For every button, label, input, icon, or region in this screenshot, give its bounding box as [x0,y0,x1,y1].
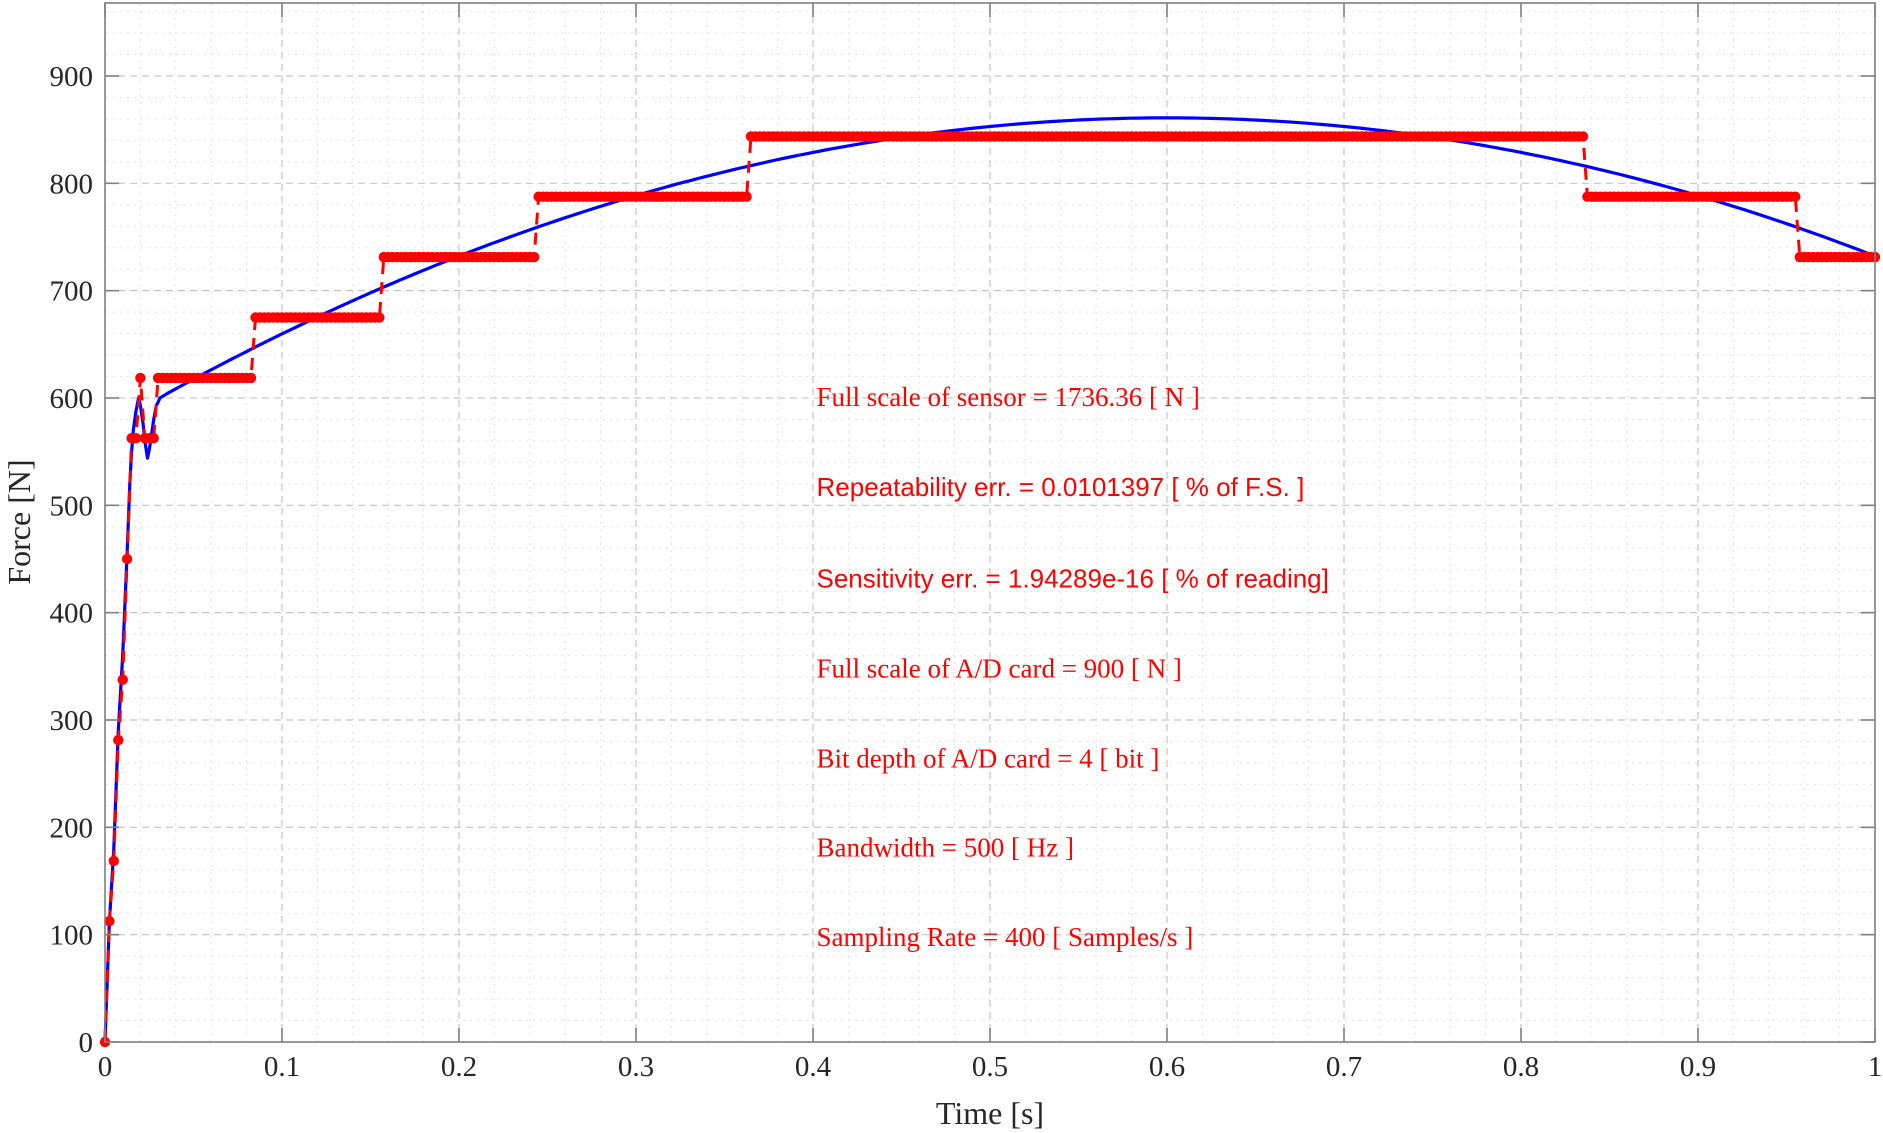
annotation-line-5: Bit depth of A/D card = 4 [ bit ] [817,744,1160,774]
sample-dot [108,855,120,867]
major-grid [106,4,1874,1041]
tick-marks [104,3,1876,1043]
y-tick-label: 700 [50,276,94,308]
annotation-line-6: Bandwidth = 500 [ Hz ] [817,833,1074,863]
annotation-line-2: Repeatability err. = 0.0101397 [ % of F.… [817,472,1305,502]
x-axis-label: Time [s] [936,1095,1044,1131]
sample-dot [104,916,115,927]
annotation-line-4: Full scale of A/D card = 900 [ N ] [817,654,1182,684]
annotation-line-3: Sensitivity err. = 1.94289e-16 [ % of re… [817,563,1329,593]
sample-dot [135,372,146,384]
x-tick-label: 0 [98,1051,113,1083]
y-tick-label: 800 [50,168,94,200]
tick-labels: 0 0.1 0.2 0.3 0.4 0.5 0.6 0.7 0.8 0.9 1 0 100 200 300 4… [50,61,1883,1083]
y-axis-label: Force [N] [1,459,37,584]
y-tick-label: 400 [50,598,94,630]
sample-dot [117,674,128,685]
sample-dot [529,251,540,263]
analog-signal-curve [103,116,1877,1044]
sample-dot [130,433,142,444]
y-tick-label: 200 [50,812,94,844]
y-tick-label: 600 [50,383,94,415]
annotations: Full scale of sensor = 1736.36 [ N ] Repe… [817,382,1329,952]
y-tick-label: 900 [50,61,94,93]
y-tick-label: 0 [79,1027,94,1059]
y-tick-label: 100 [50,920,94,952]
sample-markers [99,131,1881,1048]
x-tick-label: 0.5 [972,1051,1008,1083]
x-tick-label: 0.8 [1503,1051,1539,1083]
series-layer [99,116,1881,1048]
sample-dot [1577,131,1589,142]
x-tick-label: 0.7 [1326,1051,1362,1083]
x-tick-label: 0.3 [618,1051,654,1083]
x-tick-label: 0.6 [1149,1051,1185,1083]
sample-dot [741,191,752,202]
y-tick-label: 300 [50,705,94,737]
sample-dot [148,433,159,444]
sample-dot [1790,191,1801,202]
sample-dot [121,553,133,565]
y-tick-label: 500 [50,490,94,522]
sample-dot [245,372,257,384]
x-tick-label: 0.4 [795,1051,832,1083]
annotation-line-1: Full scale of sensor = 1736.36 [ N ] [817,382,1200,412]
x-tick-label: 0.1 [264,1051,300,1083]
x-tick-label: 0.9 [1680,1051,1716,1083]
sample-dot [374,312,385,323]
annotation-line-7: Sampling Rate = 400 [ Samples/s ] [817,922,1194,952]
x-tick-label: 1 [1868,1051,1883,1083]
x-tick-label: 0.2 [441,1051,477,1083]
sample-dot [113,734,124,746]
